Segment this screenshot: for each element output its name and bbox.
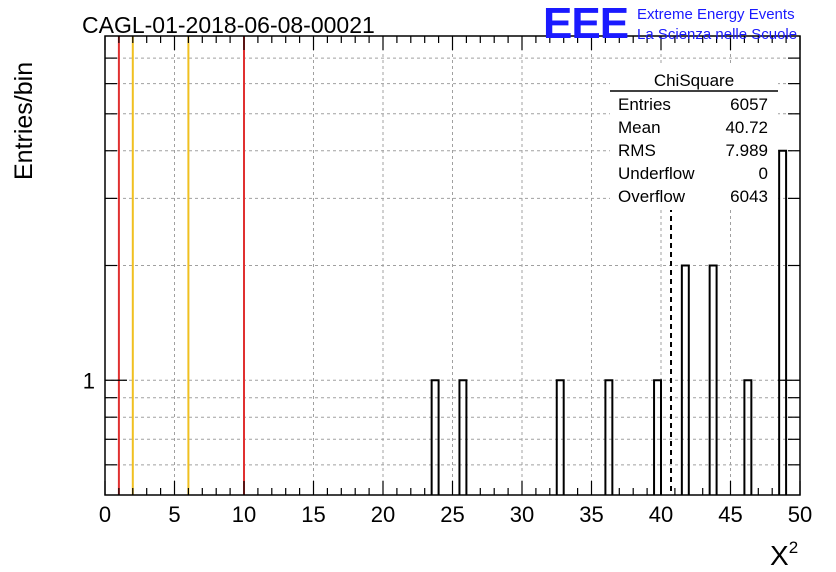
stats-value: 40.72 [725,118,768,137]
y-tick-labels: 1 [83,368,95,393]
axis-ticks [104,36,801,495]
histogram-bar [708,264,718,495]
logo-line-1: Extreme Energy Events [637,6,795,23]
logo-line-2: La Scienza nelle Scuole [637,26,797,43]
x-tick-label: 15 [301,502,325,527]
histogram-bar [653,379,662,495]
x-tick-label: 20 [371,502,395,527]
x-axis-label: X2 [770,538,798,571]
x-tick-label: 25 [440,502,464,527]
eee-logo: EEE [543,0,628,48]
chart-title: CAGL-01-2018-06-08-00021 [82,12,375,38]
y-tick-label: 1 [83,368,95,393]
x-tick-labels: 0 5 10 15 20 25 30 35 40 45 50 [99,502,812,527]
stats-value: 7.989 [725,141,768,160]
y-axis-label: Entries/bin [10,62,38,180]
x-tick-label: 5 [168,502,180,527]
stats-box-title: ChiSquare [654,71,734,90]
stats-label: Entries [618,95,671,114]
histogram-bar [458,379,468,495]
histogram-bar [604,379,614,495]
stats-label: RMS [618,141,656,160]
stats-value: 0 [759,164,768,183]
grid [105,36,800,495]
stats-label: Mean [618,118,661,137]
histogram-bar [743,379,753,495]
stats-value: 6043 [730,187,768,206]
stats-value: 6057 [730,95,768,114]
x-tick-label: 40 [649,502,673,527]
histogram-bar [680,264,690,495]
x-tick-label: 30 [510,502,534,527]
stats-label: Underflow [618,164,695,183]
histogram-bars [430,149,788,495]
stats-rows: Entries 6057 Mean 40.72 RMS 7.989 Underflow 0 Ov… [618,95,768,206]
x-tick-label: 35 [579,502,603,527]
histogram-bar [555,379,565,495]
histogram-bar [430,379,440,495]
histogram-bar [778,149,788,495]
x-tick-label: 10 [232,502,256,527]
stats-box: ChiSquare Entries 6057 Mean 40.72 RMS 7.989 Un… [610,66,778,210]
reference-lines [117,36,245,495]
x-tick-label: 0 [99,502,111,527]
x-tick-label: 45 [718,502,742,527]
x-tick-label: 50 [788,502,812,527]
stats-label: Overflow [618,187,686,206]
